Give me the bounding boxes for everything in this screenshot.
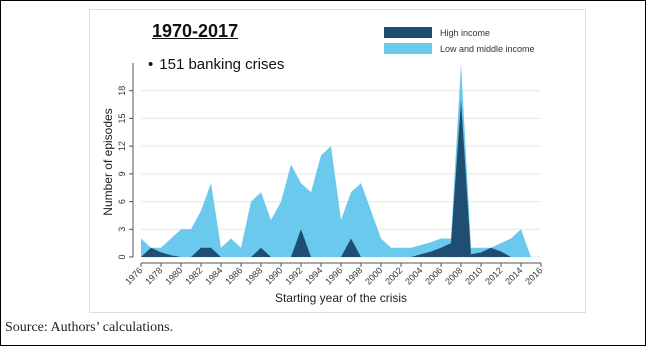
y-tick-label-6: 6 bbox=[117, 199, 127, 204]
bullet-icon: • bbox=[148, 56, 154, 73]
series-area-low-and-middle-income bbox=[141, 63, 531, 257]
x-tick-label-1986: 1986 bbox=[223, 265, 244, 286]
x-tick-label-1988: 1988 bbox=[243, 265, 264, 286]
y-tick-label-3: 3 bbox=[117, 227, 127, 232]
x-tick-label-2004: 2004 bbox=[403, 265, 424, 286]
crises-count-text: 151 banking crises bbox=[159, 56, 285, 73]
period-title: 1970-2017 bbox=[152, 21, 239, 41]
x-tick-label-1980: 1980 bbox=[163, 265, 184, 286]
x-tick-label-2010: 2010 bbox=[463, 265, 484, 286]
plot-background bbox=[89, 9, 586, 313]
x-tick-label-2000: 2000 bbox=[363, 265, 384, 286]
x-tick-label-2002: 2002 bbox=[383, 265, 404, 286]
x-axis-title: Starting year of the crisis bbox=[275, 291, 407, 305]
x-tick-label-2012: 2012 bbox=[483, 265, 504, 286]
crises-count-bullet: • 151 banking crises bbox=[148, 56, 284, 73]
y-tick-label-12: 12 bbox=[117, 141, 127, 151]
x-tick-label-1982: 1982 bbox=[183, 265, 204, 286]
legend-swatch-high-income bbox=[384, 27, 432, 38]
x-tick-label-1984: 1984 bbox=[203, 265, 224, 286]
y-tick-label-18: 18 bbox=[117, 86, 127, 96]
x-tick-label-1994: 1994 bbox=[303, 265, 324, 286]
y-tick-label-15: 15 bbox=[117, 113, 127, 123]
x-tick-label-2006: 2006 bbox=[423, 265, 444, 286]
y-tick-label-9: 9 bbox=[117, 171, 127, 176]
x-tick-label-1978: 1978 bbox=[143, 265, 164, 286]
x-tick-label-2016: 2016 bbox=[523, 265, 544, 286]
legend-label-low-and-middle-income: Low and middle income bbox=[440, 44, 535, 54]
x-tick-label-1996: 1996 bbox=[323, 265, 344, 286]
y-tick-label-0: 0 bbox=[117, 254, 127, 259]
x-tick-label-2008: 2008 bbox=[443, 265, 464, 286]
x-tick-label-1990: 1990 bbox=[263, 265, 284, 286]
y-axis-title: Number of episodes bbox=[101, 108, 115, 215]
x-tick-label-1992: 1992 bbox=[283, 265, 304, 286]
legend-swatch-low-and-middle-income bbox=[384, 43, 432, 54]
legend-label-high-income: High income bbox=[440, 28, 490, 38]
source-note: Source: Authors’ calculations. bbox=[5, 320, 174, 335]
x-tick-label-2014: 2014 bbox=[503, 265, 524, 286]
x-tick-label-1976: 1976 bbox=[123, 265, 144, 286]
x-tick-label-1998: 1998 bbox=[343, 265, 364, 286]
